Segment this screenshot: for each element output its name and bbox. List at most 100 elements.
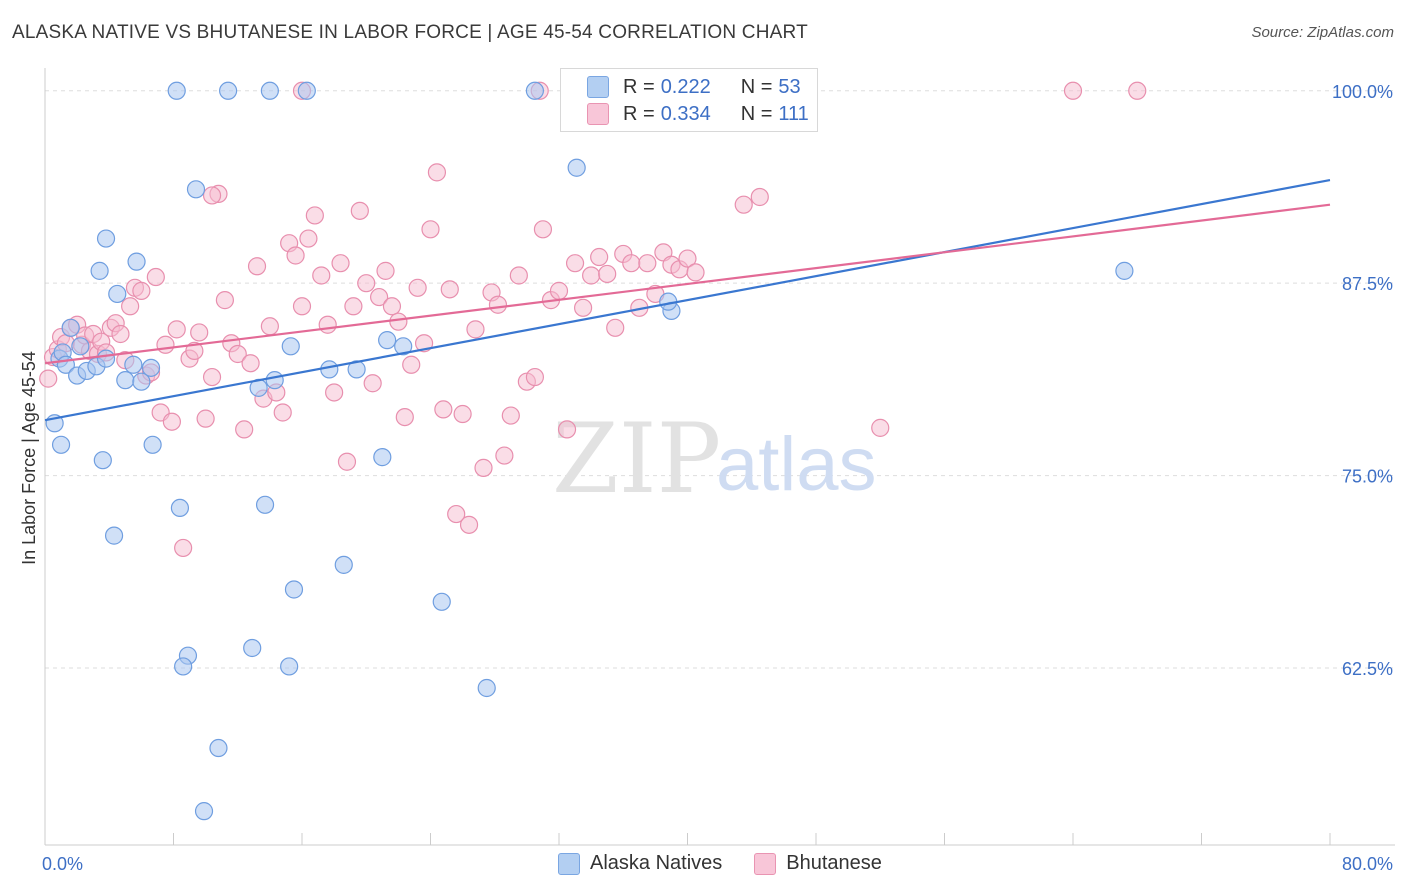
bhutanese-point <box>474 458 493 477</box>
alaska-native-point <box>71 337 90 356</box>
bhutanese-point <box>440 280 459 299</box>
bhutanese-point <box>734 195 753 214</box>
legend-item-alaska-natives[interactable]: Alaska Natives <box>558 852 722 875</box>
bhutanese-point <box>382 297 402 316</box>
alaska-native-point <box>116 371 135 390</box>
bhutanese-point <box>215 291 234 310</box>
bhutanese-point <box>557 420 577 439</box>
bhutanese-trendline <box>44 203 1331 365</box>
bhutanese-point <box>132 281 151 300</box>
bhutanese-point <box>686 263 705 282</box>
legend-item-bhutanese[interactable]: Bhutanese <box>754 852 882 875</box>
bhutanese-point <box>174 538 193 558</box>
bhutanese-point <box>185 341 204 361</box>
bhutanese-point <box>318 315 337 334</box>
alaska-native-point <box>334 555 353 574</box>
x-tick-label-min: 0.0% <box>42 854 83 874</box>
alaska-native-point <box>104 526 124 545</box>
alaska-native-point <box>209 738 228 758</box>
bhutanese-point <box>395 407 414 427</box>
alaska-native-point <box>567 158 586 177</box>
bhutanese-point <box>582 266 601 285</box>
bhutanese-point <box>453 404 472 424</box>
legend-r-label: R = <box>623 102 655 125</box>
alaska-native-point <box>320 360 339 379</box>
bhutanese-point <box>162 412 181 431</box>
source-label: Source: ZipAtlas.com <box>1251 24 1394 41</box>
y-tick-label: 75.0% <box>1342 467 1393 487</box>
alaska-native-point <box>186 180 206 199</box>
bhutanese-point <box>156 335 175 354</box>
bhutanese-point <box>389 312 408 331</box>
bhutanese-point <box>370 287 389 307</box>
bhutanese-point <box>459 515 479 534</box>
alaska-native-point <box>378 331 397 350</box>
alaska-native-point <box>243 638 262 658</box>
alaska-native-point <box>96 229 116 248</box>
y-tick-label: 100.0% <box>1332 82 1393 102</box>
alaska-native-point <box>124 355 143 374</box>
y-tick-label: 87.5% <box>1342 274 1393 294</box>
bhutanese-point <box>638 254 657 273</box>
bhutanese-point <box>363 374 382 393</box>
bhutanese-point <box>344 297 363 316</box>
alaska-native-point <box>132 372 151 391</box>
y-tick-label: 62.5% <box>1342 659 1393 679</box>
alaska-native-point <box>260 81 279 100</box>
legend-row-alaska: R = 0.222 N = 53 <box>587 73 801 101</box>
bhutanese-point <box>533 220 553 239</box>
bhutanese-point <box>871 418 890 437</box>
alaska-native-point <box>477 678 496 698</box>
bhutanese-point <box>1063 81 1083 100</box>
bhutanese-point <box>402 355 421 374</box>
alaska-native-point <box>255 495 275 514</box>
bhutanese-point <box>509 266 528 285</box>
watermark-zip: ZIP <box>552 403 721 515</box>
alaska-native-point <box>281 337 300 356</box>
alaska-native-point <box>170 498 190 518</box>
bhutanese-point <box>202 367 222 387</box>
bhutanese-point <box>606 318 625 337</box>
alaska-native-point <box>394 337 413 356</box>
bhutanese-point <box>312 266 331 285</box>
y-axis-label: In Labor Force | Age 45-54 <box>19 351 39 565</box>
bhutanese-point <box>598 264 617 284</box>
bhutanese-point <box>247 257 267 276</box>
bhutanese-point <box>228 344 247 364</box>
bhutanese-point <box>292 297 312 316</box>
bhutanese-point <box>488 295 508 314</box>
legend-n-value: 53 <box>778 75 801 98</box>
bhutanese-point <box>678 249 697 268</box>
bhutanese-point <box>590 247 609 267</box>
bhutanese-point <box>501 406 520 425</box>
alaska-native-point <box>127 252 146 271</box>
alaska-native-point <box>141 358 161 377</box>
legend-swatch-pink <box>587 103 609 125</box>
alaska-natives-trendline <box>44 178 1331 422</box>
bhutanese-point <box>622 254 641 273</box>
alaska-native-point <box>525 81 545 100</box>
bhutanese-point <box>202 186 222 205</box>
alaska-native-point <box>373 448 392 467</box>
bhutanese-point <box>357 274 376 293</box>
bhutanese-point <box>190 323 209 342</box>
bhutanese-point <box>376 261 395 280</box>
bhutanese-point <box>299 229 318 248</box>
bhutanese-point <box>260 317 279 336</box>
alaska-native-point <box>96 349 116 368</box>
legend-r-label: R = <box>623 75 655 98</box>
legend-r-value: 0.222 <box>660 75 711 98</box>
bhutanese-point <box>421 220 440 239</box>
bhutanese-point <box>495 446 514 465</box>
legend-swatch-blue <box>558 852 580 875</box>
bhutanese-point <box>565 254 585 273</box>
bhutanese-point <box>525 367 545 387</box>
alaska-native-point <box>280 657 299 676</box>
alaska-native-point <box>143 435 162 454</box>
alaska-native-point <box>432 592 451 611</box>
alaska-native-point <box>297 81 316 100</box>
bhutanese-point <box>111 324 130 344</box>
watermark-atlas: atlas <box>716 422 877 507</box>
legend-n-label: N = <box>740 102 773 125</box>
alaska-native-point <box>90 261 109 280</box>
